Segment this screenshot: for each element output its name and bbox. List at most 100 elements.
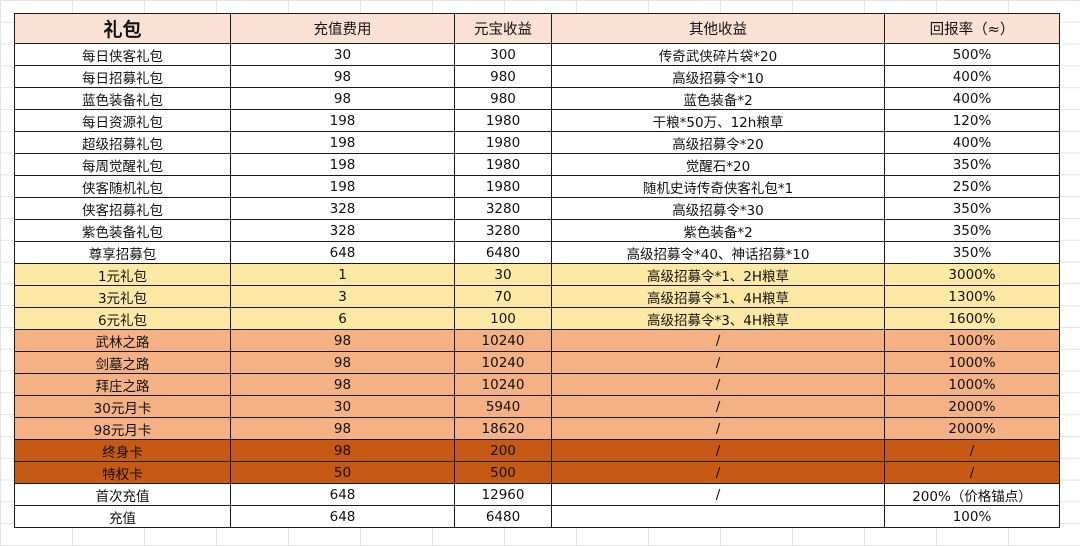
cell-yuanbao-gain[interactable]: 10240: [454, 329, 552, 352]
cell-yuanbao-gain[interactable]: 1980: [454, 131, 552, 154]
cell-return-rate[interactable]: /: [884, 461, 1060, 484]
header-recharge-cost[interactable]: 充值费用: [230, 13, 455, 44]
cell-other-gain[interactable]: 干粮*50万、12h粮草: [551, 109, 885, 132]
cell-recharge-cost[interactable]: 1: [230, 263, 455, 286]
cell-other-gain[interactable]: /: [551, 329, 885, 352]
cell-other-gain[interactable]: 高级招募令*10: [551, 65, 885, 88]
cell-recharge-cost[interactable]: 98: [230, 439, 455, 462]
cell-return-rate[interactable]: 400%: [884, 65, 1060, 88]
cell-yuanbao-gain[interactable]: 3280: [454, 197, 552, 220]
cell-yuanbao-gain[interactable]: 200: [454, 439, 552, 462]
cell-other-gain[interactable]: /: [551, 373, 885, 396]
cell-yuanbao-gain[interactable]: 3280: [454, 219, 552, 242]
cell-yuanbao-gain[interactable]: 12960: [454, 483, 552, 506]
cell-recharge-cost[interactable]: 198: [230, 109, 455, 132]
cell-return-rate[interactable]: 1000%: [884, 373, 1060, 396]
cell-gift-pack[interactable]: 武林之路: [14, 329, 231, 352]
cell-other-gain[interactable]: 随机史诗传奇侠客礼包*1: [551, 175, 885, 198]
cell-gift-pack[interactable]: 紫色装备礼包: [14, 219, 231, 242]
cell-yuanbao-gain[interactable]: 6480: [454, 241, 552, 264]
cell-yuanbao-gain[interactable]: 980: [454, 87, 552, 110]
cell-yuanbao-gain[interactable]: 300: [454, 43, 552, 66]
cell-other-gain[interactable]: 传奇武侠碎片袋*20: [551, 43, 885, 66]
cell-gift-pack[interactable]: 每日侠客礼包: [14, 43, 231, 66]
cell-return-rate[interactable]: 350%: [884, 219, 1060, 242]
cell-other-gain[interactable]: /: [551, 461, 885, 484]
cell-recharge-cost[interactable]: 98: [230, 87, 455, 110]
cell-recharge-cost[interactable]: 98: [230, 329, 455, 352]
cell-return-rate[interactable]: 350%: [884, 153, 1060, 176]
cell-recharge-cost[interactable]: 198: [230, 175, 455, 198]
cell-recharge-cost[interactable]: 98: [230, 417, 455, 440]
cell-yuanbao-gain[interactable]: 1980: [454, 109, 552, 132]
cell-gift-pack[interactable]: 剑墓之路: [14, 351, 231, 374]
cell-gift-pack[interactable]: 侠客随机礼包: [14, 175, 231, 198]
cell-recharge-cost[interactable]: 198: [230, 131, 455, 154]
cell-recharge-cost[interactable]: 98: [230, 351, 455, 374]
cell-gift-pack[interactable]: 每日资源礼包: [14, 109, 231, 132]
cell-return-rate[interactable]: 2000%: [884, 395, 1060, 418]
cell-other-gain[interactable]: 高级招募令*30: [551, 197, 885, 220]
cell-yuanbao-gain[interactable]: 1980: [454, 153, 552, 176]
cell-recharge-cost[interactable]: 98: [230, 373, 455, 396]
cell-return-rate[interactable]: 1000%: [884, 329, 1060, 352]
cell-recharge-cost[interactable]: 30: [230, 395, 455, 418]
cell-yuanbao-gain[interactable]: 10240: [454, 351, 552, 374]
cell-gift-pack[interactable]: 拜庄之路: [14, 373, 231, 396]
cell-gift-pack[interactable]: 首次充值: [14, 483, 231, 506]
cell-return-rate[interactable]: 1600%: [884, 307, 1060, 330]
cell-other-gain[interactable]: /: [551, 417, 885, 440]
cell-other-gain[interactable]: 高级招募令*1、2H粮草: [551, 263, 885, 286]
cell-gift-pack[interactable]: 每周觉醒礼包: [14, 153, 231, 176]
cell-return-rate[interactable]: 1000%: [884, 351, 1060, 374]
cell-recharge-cost[interactable]: 648: [230, 505, 455, 528]
cell-gift-pack[interactable]: 30元月卡: [14, 395, 231, 418]
cell-yuanbao-gain[interactable]: 500: [454, 461, 552, 484]
cell-return-rate[interactable]: 2000%: [884, 417, 1060, 440]
cell-return-rate[interactable]: 500%: [884, 43, 1060, 66]
header-other-gain[interactable]: 其他收益: [551, 13, 885, 44]
header-gift-pack[interactable]: 礼包: [14, 13, 231, 44]
cell-yuanbao-gain[interactable]: 100: [454, 307, 552, 330]
cell-return-rate[interactable]: 250%: [884, 175, 1060, 198]
cell-recharge-cost[interactable]: 648: [230, 241, 455, 264]
cell-gift-pack[interactable]: 特权卡: [14, 461, 231, 484]
cell-yuanbao-gain[interactable]: 70: [454, 285, 552, 308]
cell-return-rate[interactable]: 100%: [884, 505, 1060, 528]
cell-yuanbao-gain[interactable]: 30: [454, 263, 552, 286]
cell-yuanbao-gain[interactable]: 18620: [454, 417, 552, 440]
cell-other-gain[interactable]: 高级招募令*3、4H粮草: [551, 307, 885, 330]
cell-other-gain[interactable]: 高级招募令*40、神话招募*10: [551, 241, 885, 264]
cell-gift-pack[interactable]: 尊享招募包: [14, 241, 231, 264]
cell-yuanbao-gain[interactable]: 1980: [454, 175, 552, 198]
cell-other-gain[interactable]: /: [551, 439, 885, 462]
cell-other-gain[interactable]: 紫色装备*2: [551, 219, 885, 242]
cell-return-rate[interactable]: 120%: [884, 109, 1060, 132]
cell-yuanbao-gain[interactable]: 5940: [454, 395, 552, 418]
cell-other-gain[interactable]: /: [551, 395, 885, 418]
cell-return-rate[interactable]: 200%（价格锚点）: [884, 483, 1060, 506]
cell-return-rate[interactable]: 350%: [884, 197, 1060, 220]
cell-recharge-cost[interactable]: 30: [230, 43, 455, 66]
cell-other-gain[interactable]: 高级招募令*20: [551, 131, 885, 154]
cell-other-gain[interactable]: /: [551, 483, 885, 506]
cell-recharge-cost[interactable]: 50: [230, 461, 455, 484]
cell-gift-pack[interactable]: 终身卡: [14, 439, 231, 462]
header-return-rate[interactable]: 回报率（≈）: [884, 13, 1060, 44]
cell-recharge-cost[interactable]: 328: [230, 219, 455, 242]
cell-recharge-cost[interactable]: 3: [230, 285, 455, 308]
cell-other-gain[interactable]: [551, 505, 885, 528]
cell-gift-pack[interactable]: 3元礼包: [14, 285, 231, 308]
cell-return-rate[interactable]: 1300%: [884, 285, 1060, 308]
cell-return-rate[interactable]: /: [884, 439, 1060, 462]
cell-yuanbao-gain[interactable]: 6480: [454, 505, 552, 528]
cell-other-gain[interactable]: /: [551, 351, 885, 374]
cell-return-rate[interactable]: 350%: [884, 241, 1060, 264]
cell-gift-pack[interactable]: 1元礼包: [14, 263, 231, 286]
cell-other-gain[interactable]: 高级招募令*1、4H粮草: [551, 285, 885, 308]
cell-gift-pack[interactable]: 蓝色装备礼包: [14, 87, 231, 110]
header-yuanbao-gain[interactable]: 元宝收益: [454, 13, 552, 44]
cell-gift-pack[interactable]: 侠客招募礼包: [14, 197, 231, 220]
cell-recharge-cost[interactable]: 648: [230, 483, 455, 506]
cell-return-rate[interactable]: 3000%: [884, 263, 1060, 286]
